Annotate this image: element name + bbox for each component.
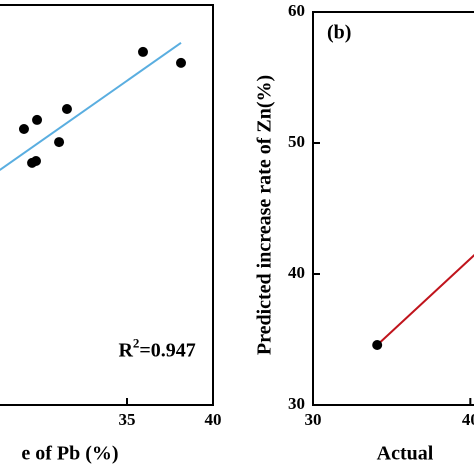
panel-label: (b) <box>327 22 351 44</box>
annotation-sup: 2 <box>133 336 140 351</box>
fit-line <box>376 253 474 346</box>
data-point <box>32 114 43 125</box>
data-point <box>137 46 148 57</box>
x-tick-label: 40 <box>462 410 474 429</box>
data-point <box>176 57 187 68</box>
fit-line <box>0 42 182 171</box>
y-tick-label: 60 <box>288 1 305 20</box>
data-point <box>27 157 38 168</box>
x-axis-label: Actual <box>377 443 434 465</box>
x-tick-label: 30 <box>305 410 322 429</box>
plot-frame <box>312 11 474 406</box>
annotation-value: =0.947 <box>139 339 195 361</box>
data-point <box>54 137 65 148</box>
annotation-r: R <box>118 339 133 361</box>
annotation: R2=0.947 <box>118 336 195 362</box>
data-point <box>61 104 72 114</box>
plot-frame <box>0 4 214 406</box>
y-tick-label: 50 <box>288 132 305 151</box>
y-tick-label: 30 <box>288 394 305 413</box>
data-point <box>372 340 383 351</box>
data-point <box>18 124 29 134</box>
x-tick-label: 40 <box>205 410 222 429</box>
y-tick-label: 40 <box>288 263 305 282</box>
y-axis-label: Predicted increase rate of Zn(%) <box>254 75 276 355</box>
x-axis-label: e of Pb (%) <box>21 443 118 465</box>
x-tick-label: 35 <box>119 410 136 429</box>
